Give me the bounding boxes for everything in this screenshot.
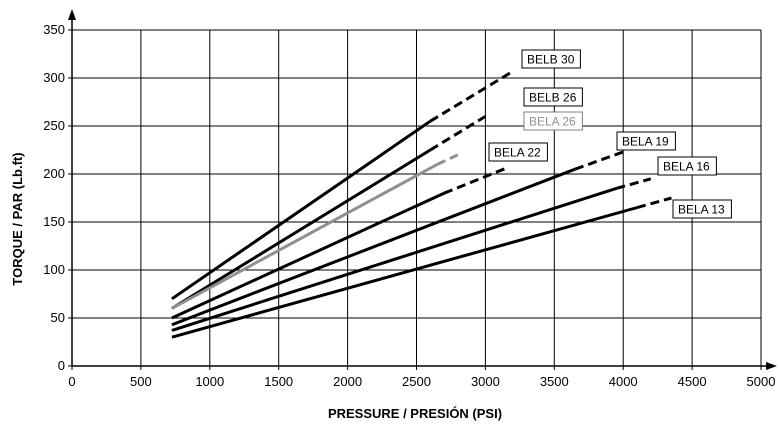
series-line-dashed-bela-13 xyxy=(636,196,672,210)
series-line-solid-bela-26 xyxy=(171,163,438,310)
label-text: BELA 13 xyxy=(678,203,725,217)
x-tick-label: 1000 xyxy=(195,374,224,389)
label-text: BELA 16 xyxy=(663,160,710,174)
series-label-bela-26: BELA 26 xyxy=(523,111,583,131)
series-line-dashed-bela-16 xyxy=(615,177,652,190)
y-tick-label: 250 xyxy=(43,118,65,133)
series-bela-26 xyxy=(171,153,459,310)
series-line-solid-bela-19 xyxy=(171,167,576,327)
x-tick-label: 5000 xyxy=(747,374,776,389)
series-line-dashed-bela-22 xyxy=(443,166,507,195)
series-bela-22 xyxy=(171,166,507,320)
label-box xyxy=(523,111,583,131)
series-label-bela-13: BELA 13 xyxy=(672,199,732,219)
label-box xyxy=(521,49,581,69)
label-box xyxy=(523,87,583,107)
series-lines xyxy=(171,69,672,339)
label-box xyxy=(657,156,717,176)
label-text: BELA 19 xyxy=(622,135,669,149)
label-text: BELA 26 xyxy=(529,115,576,129)
series-line-solid-belb-30 xyxy=(171,119,432,301)
y-tick-label: 100 xyxy=(43,262,65,277)
y-axis-arrow xyxy=(68,9,76,20)
series-line-dashed-belb-26 xyxy=(429,115,487,152)
x-tick-label: 1500 xyxy=(264,374,293,389)
series-bela-16 xyxy=(171,177,652,332)
y-tick-label: 300 xyxy=(43,70,65,85)
y-tick-label: 350 xyxy=(43,22,65,37)
tick-labels: 0 500 1000 1500 2000 2500 3000 3500 4000 4500 5000… xyxy=(43,22,775,389)
y-tick-label: 50 xyxy=(51,310,65,325)
series-label-belb-26: BELB 26 xyxy=(523,87,583,107)
x-tick-label: 4500 xyxy=(678,374,707,389)
y-axis-title: TORQUE / PAR (Lb.ft) xyxy=(10,152,25,285)
label-text: BELA 22 xyxy=(494,146,541,160)
y-tick-label: 200 xyxy=(43,166,65,181)
label-box xyxy=(488,142,548,162)
series-label-bela-19: BELA 19 xyxy=(616,131,676,151)
label-text: BELB 26 xyxy=(529,91,577,105)
x-tick-label: 0 xyxy=(68,374,75,389)
series-line-dashed-bela-19 xyxy=(574,150,624,171)
x-tick-label: 3500 xyxy=(540,374,569,389)
y-tick-label: 0 xyxy=(58,358,65,373)
x-tick-label: 2500 xyxy=(402,374,431,389)
series-labels: BELB 30 BELB 26 BELA 26 BELA 22 BELA 19 BELA … xyxy=(488,49,732,219)
x-tick-label: 3000 xyxy=(471,374,500,389)
series-line-solid-bela-22 xyxy=(171,191,445,320)
x-tick-label: 2000 xyxy=(333,374,362,389)
label-box xyxy=(616,131,676,151)
series-belb-30 xyxy=(171,69,514,301)
y-tick-label: 150 xyxy=(43,214,65,229)
series-bela-13 xyxy=(171,196,672,339)
series-line-solid-bela-13 xyxy=(171,206,638,339)
x-tick-label: 4000 xyxy=(609,374,638,389)
series-label-belb-30: BELB 30 xyxy=(521,49,581,69)
label-text: BELB 30 xyxy=(527,53,575,67)
x-axis-arrow xyxy=(766,362,777,370)
series-belb-26 xyxy=(171,115,487,310)
series-line-solid-bela-16 xyxy=(171,186,617,332)
label-box xyxy=(672,199,732,219)
series-label-bela-22: BELA 22 xyxy=(488,142,548,162)
series-line-solid-belb-26 xyxy=(171,148,432,310)
series-line-dashed-bela-26 xyxy=(436,153,459,166)
series-line-dashed-belb-30 xyxy=(429,69,514,123)
axes xyxy=(68,9,777,370)
series-bela-19 xyxy=(171,150,624,327)
series-label-bela-16: BELA 16 xyxy=(657,156,717,176)
x-tick-label: 500 xyxy=(130,374,152,389)
x-axis-title: PRESSURE / PRESIÓN (PSI) xyxy=(328,406,502,421)
